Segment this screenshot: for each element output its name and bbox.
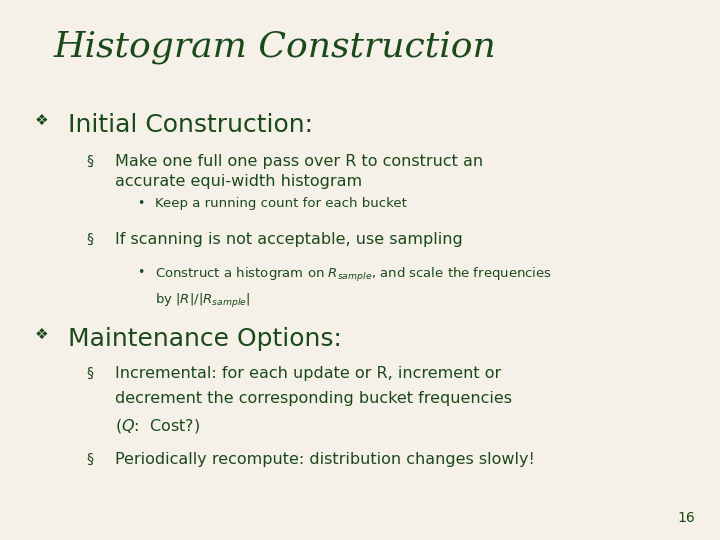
Text: Maintenance Options:: Maintenance Options:	[68, 327, 342, 350]
Text: Initial Construction:: Initial Construction:	[68, 113, 313, 137]
Text: •: •	[137, 266, 144, 279]
Text: ❖: ❖	[35, 327, 48, 342]
Text: decrement the corresponding bucket frequencies: decrement the corresponding bucket frequ…	[115, 392, 512, 407]
Text: by $|R|/|R_{sample}|$: by $|R|/|R_{sample}|$	[155, 292, 251, 309]
Text: ($Q$:  Cost?): ($Q$: Cost?)	[115, 417, 201, 435]
Text: Periodically recompute: distribution changes slowly!: Periodically recompute: distribution cha…	[115, 452, 535, 467]
Text: §: §	[86, 232, 94, 246]
Text: §: §	[86, 154, 94, 168]
Text: Histogram Construction: Histogram Construction	[54, 30, 497, 64]
Text: Make one full one pass over R to construct an
accurate equi-width histogram: Make one full one pass over R to constru…	[115, 154, 483, 190]
Text: ❖: ❖	[35, 113, 48, 129]
Text: 16: 16	[677, 511, 695, 525]
Text: •: •	[137, 197, 144, 210]
Text: §: §	[86, 366, 94, 380]
Text: If scanning is not acceptable, use sampling: If scanning is not acceptable, use sampl…	[115, 232, 463, 247]
Text: Keep a running count for each bucket: Keep a running count for each bucket	[155, 197, 407, 210]
Text: Construct a histogram on $R_{sample}$, and scale the frequencies: Construct a histogram on $R_{sample}$, a…	[155, 266, 552, 284]
Text: §: §	[86, 452, 94, 466]
Text: Incremental: for each update or R, increment or: Incremental: for each update or R, incre…	[115, 366, 501, 381]
